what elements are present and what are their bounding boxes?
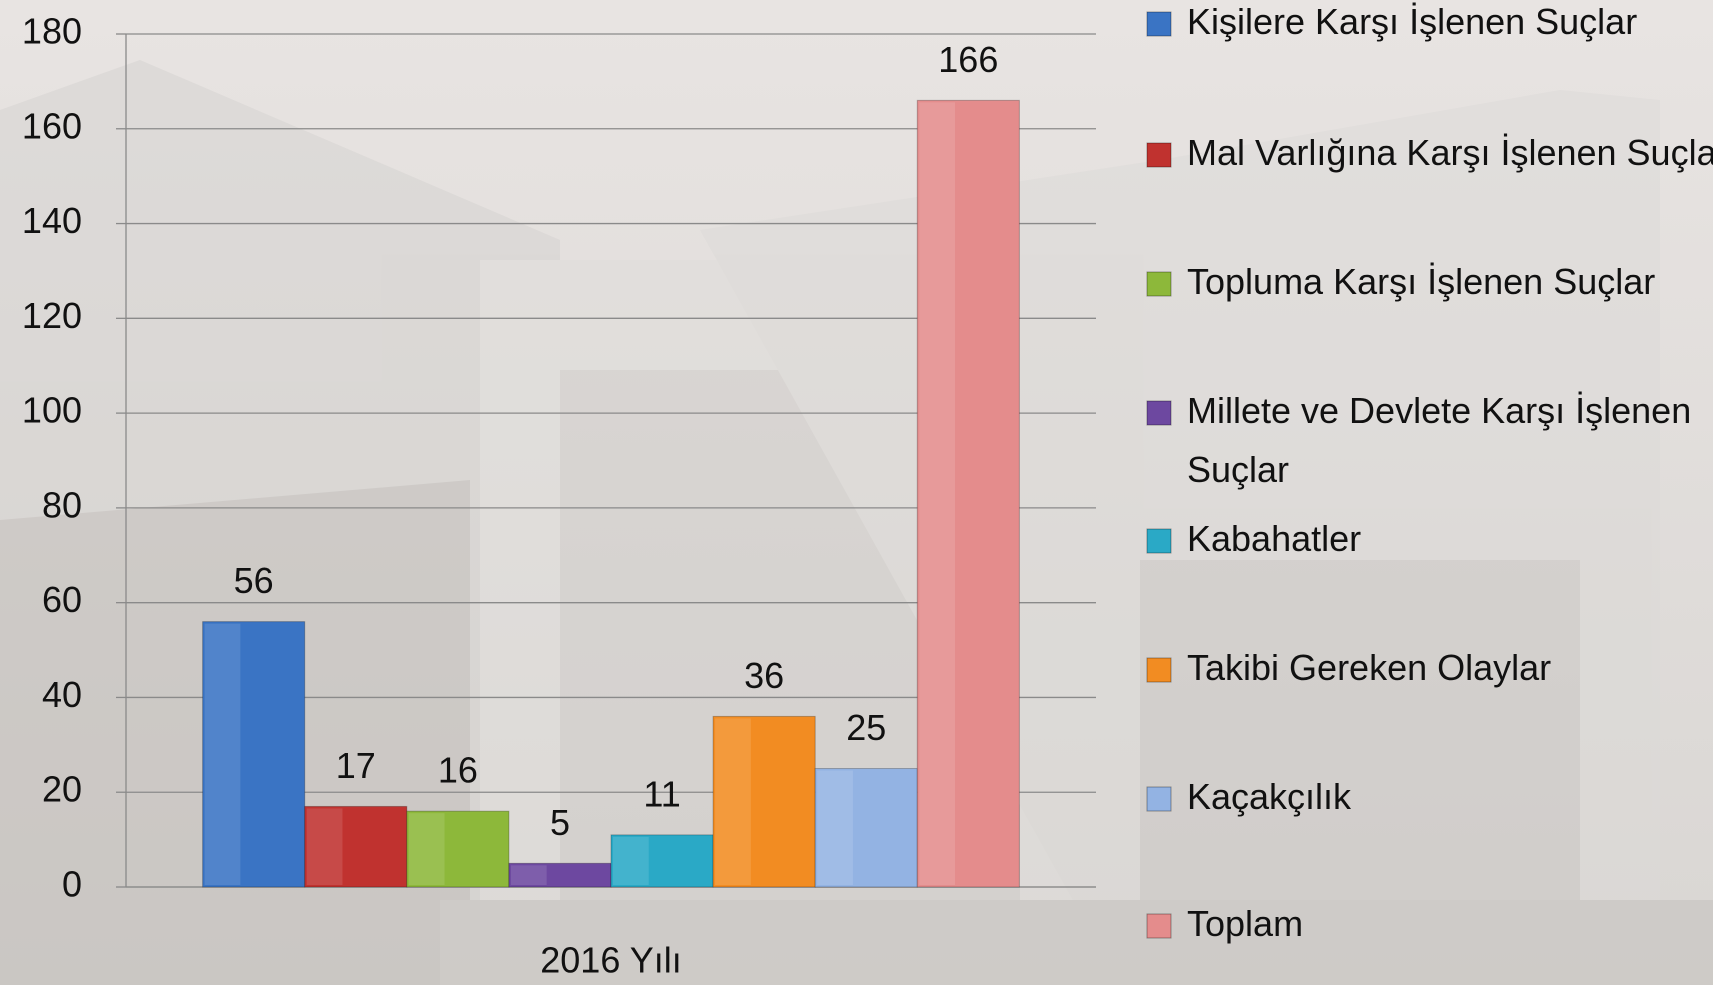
y-tick-label: 160 xyxy=(22,105,82,146)
data-label: 36 xyxy=(744,655,784,696)
y-tick-label: 80 xyxy=(42,484,82,525)
bar-shine xyxy=(919,102,956,886)
bar-shine xyxy=(306,808,343,885)
data-label: 16 xyxy=(438,750,478,791)
legend-label: Topluma Karşı İşlenen Suçlar xyxy=(1187,261,1655,302)
legend-label: Mal Varlığına Karşı İşlenen Suçlar xyxy=(1187,132,1713,173)
legend-swatch xyxy=(1146,528,1172,554)
y-tick-label: 60 xyxy=(42,579,82,620)
legend-line: Kaçakçılık xyxy=(1187,776,1352,817)
y-tick-label: 140 xyxy=(22,200,82,241)
bar xyxy=(406,810,510,888)
legend-swatch xyxy=(1146,142,1172,168)
legend-swatch xyxy=(1146,913,1172,939)
data-label: 5 xyxy=(550,802,570,843)
bar xyxy=(712,715,816,888)
legend-label: Toplam xyxy=(1187,903,1303,944)
bar-shine xyxy=(510,865,547,885)
legend-label: Takibi Gereken Olaylar xyxy=(1187,647,1551,688)
y-tick-label: 20 xyxy=(42,769,82,810)
y-tick-label: 120 xyxy=(22,295,82,336)
legend-label: Kişilere Karşı İşlenen Suçlar xyxy=(1187,1,1637,42)
legend-line: Kişilere Karşı İşlenen Suçlar xyxy=(1187,1,1637,42)
data-label: 56 xyxy=(234,560,274,601)
data-label: 17 xyxy=(336,745,376,786)
legend-swatch xyxy=(1146,657,1172,683)
data-label: 25 xyxy=(846,707,886,748)
data-label: 166 xyxy=(938,39,998,80)
bar xyxy=(916,99,1020,888)
legend-swatch xyxy=(1146,400,1172,426)
legend-label: Millete ve Devlete Karşı İşlenen Suçlar xyxy=(1187,390,1691,490)
legend-line: Suçlar xyxy=(1187,449,1289,490)
bar-shine xyxy=(817,770,853,885)
x-tick-label: 2016 Yılı xyxy=(540,940,681,981)
legend-swatch xyxy=(1146,271,1172,297)
legend-line: Toplam xyxy=(1187,903,1303,944)
legend-line: Millete ve Devlete Karşı İşlenen xyxy=(1187,390,1691,431)
y-tick-label: 100 xyxy=(22,390,82,431)
bar-shine xyxy=(613,836,649,885)
y-tick-label: 40 xyxy=(42,674,82,715)
legend-line: Takibi Gereken Olaylar xyxy=(1187,647,1551,688)
legend-line: Mal Varlığına Karşı İşlenen Suçlar xyxy=(1187,132,1713,173)
bar-shine xyxy=(408,813,445,885)
bar-shine xyxy=(204,623,241,885)
bar xyxy=(610,834,714,888)
legend-label: Kabahatler xyxy=(1187,518,1361,559)
legend-swatch xyxy=(1146,786,1172,812)
legend-line: Topluma Karşı İşlenen Suçlar xyxy=(1187,261,1655,302)
legend-swatch xyxy=(1146,11,1172,37)
bar xyxy=(202,621,306,888)
bar-shine xyxy=(715,718,751,885)
data-label: 11 xyxy=(643,773,680,814)
legend-label: Kaçakçılık xyxy=(1187,776,1352,817)
y-tick-label: 0 xyxy=(62,864,82,905)
bar xyxy=(814,768,918,888)
y-tick-label: 180 xyxy=(22,11,82,52)
legend-line: Kabahatler xyxy=(1187,518,1361,559)
